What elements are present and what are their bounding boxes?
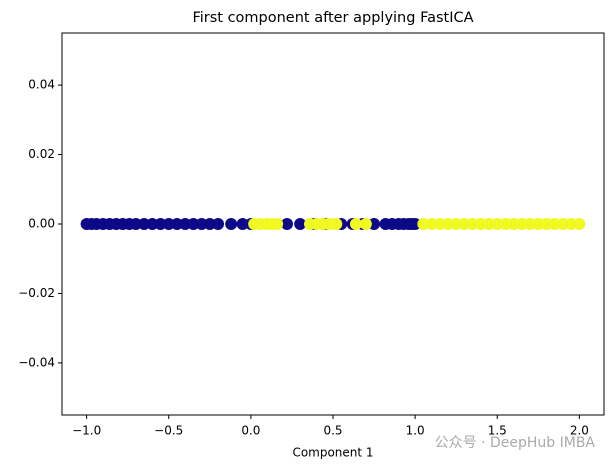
- x-axis-label: Component 1: [292, 446, 373, 460]
- watermark: 公众号 · DeepHub IMBA: [435, 435, 596, 451]
- point: [271, 218, 284, 230]
- plot-frame: [61, 32, 605, 416]
- point: [129, 218, 142, 230]
- point: [556, 218, 569, 230]
- y-tick-label: 0.00: [28, 217, 55, 231]
- point: [507, 218, 520, 230]
- x-tick-label: 1.0: [406, 424, 425, 438]
- point: [499, 218, 512, 230]
- point: [294, 218, 307, 230]
- point: [524, 218, 537, 230]
- point: [474, 218, 487, 230]
- point: [170, 218, 183, 230]
- point: [548, 218, 561, 230]
- x-tick-label: 0.5: [323, 424, 342, 438]
- x-tick-label: 2.0: [570, 424, 589, 438]
- point: [359, 218, 372, 230]
- point: [212, 218, 225, 230]
- y-tick-label: 0.04: [28, 78, 55, 92]
- point: [515, 218, 528, 230]
- point: [433, 218, 446, 230]
- point: [441, 218, 454, 230]
- point: [281, 218, 294, 230]
- point: [225, 218, 238, 230]
- point: [425, 218, 438, 230]
- point: [368, 218, 381, 230]
- x-tick-label: 1.5: [488, 424, 507, 438]
- point: [491, 218, 504, 230]
- point: [483, 218, 496, 230]
- y-tick-label: −0.02: [18, 286, 55, 300]
- point: [458, 218, 471, 230]
- point: [146, 218, 159, 230]
- point: [417, 218, 430, 230]
- point: [573, 218, 586, 230]
- point: [203, 218, 216, 230]
- point: [540, 218, 553, 230]
- y-tick-label: −0.04: [18, 355, 55, 369]
- point: [466, 218, 479, 230]
- point: [532, 218, 545, 230]
- x-tick-label: −1.0: [72, 424, 101, 438]
- point: [450, 218, 463, 230]
- x-tick-label: −0.5: [154, 424, 183, 438]
- point: [179, 218, 192, 230]
- point: [349, 218, 362, 230]
- point: [138, 218, 151, 230]
- x-tick-label: 0.0: [241, 424, 260, 438]
- point: [409, 218, 422, 230]
- point: [195, 218, 208, 230]
- point: [236, 218, 249, 230]
- point: [154, 218, 167, 230]
- point: [162, 218, 175, 230]
- point: [187, 218, 200, 230]
- y-tick-label: 0.02: [28, 147, 55, 161]
- chart-title: First component after applying FastICA: [192, 10, 473, 26]
- point: [330, 218, 343, 230]
- point: [565, 218, 578, 230]
